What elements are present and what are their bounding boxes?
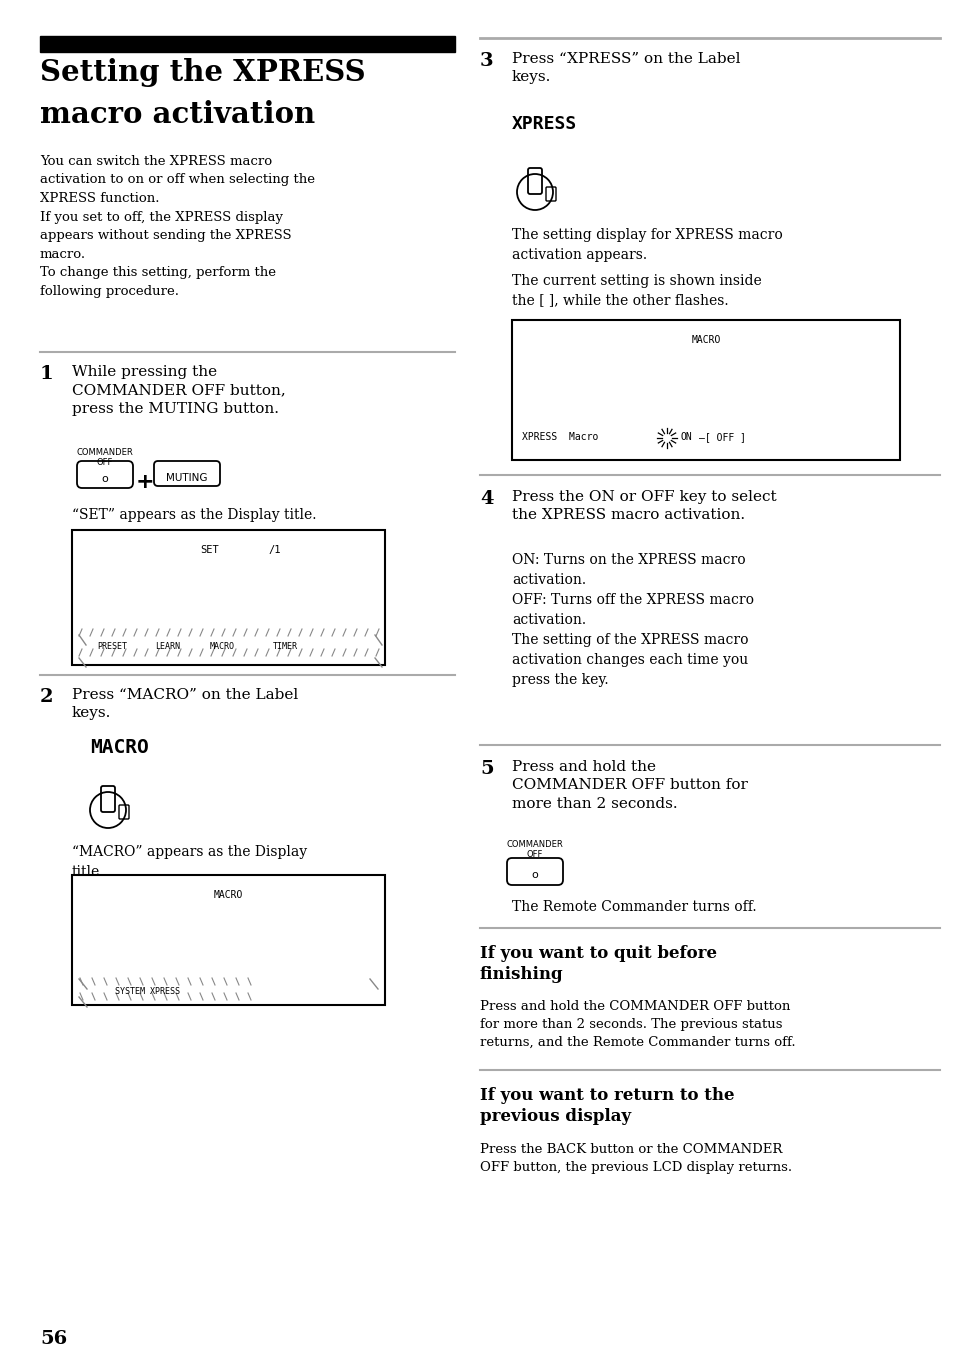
Bar: [40, 37, 455, 52]
Text: Press the BACK button or the COMMANDER
OFF button, the previous LCD display retu: Press the BACK button or the COMMANDER O…: [479, 1143, 791, 1174]
Text: –[ OFF ]: –[ OFF ]: [699, 432, 745, 442]
Text: 56: 56: [40, 1330, 67, 1348]
Text: o: o: [531, 870, 537, 879]
Text: Press and hold the
COMMANDER OFF button for
more than 2 seconds.: Press and hold the COMMANDER OFF button …: [512, 760, 747, 810]
Text: MACRO: MACRO: [691, 335, 720, 345]
Text: OFF: OFF: [96, 459, 113, 467]
Text: MACRO: MACRO: [90, 738, 149, 757]
Text: You can switch the XPRESS macro
activation to on or off when selecting the
XPRES: You can switch the XPRESS macro activati…: [40, 155, 314, 297]
Text: ON: Turns on the XPRESS macro
activation.
OFF: Turns off the XPRESS macro
activa: ON: Turns on the XPRESS macro activation…: [512, 554, 753, 687]
Text: 2: 2: [40, 688, 53, 706]
Text: MACRO: MACRO: [210, 642, 234, 651]
Text: “MACRO” appears as the Display
title.: “MACRO” appears as the Display title.: [71, 845, 307, 878]
Text: COMMANDER: COMMANDER: [76, 448, 133, 457]
Text: Press the ON or OFF key to select
the XPRESS macro activation.: Press the ON or OFF key to select the XP…: [512, 490, 776, 522]
Text: The current setting is shown inside
the [ ], while the other flashes.: The current setting is shown inside the …: [512, 274, 760, 308]
Text: MUTING: MUTING: [166, 474, 208, 483]
Text: While pressing the
COMMANDER OFF button,
press the MUTING button.: While pressing the COMMANDER OFF button,…: [71, 365, 286, 415]
Text: The setting display for XPRESS macro
activation appears.: The setting display for XPRESS macro act…: [512, 228, 781, 262]
Text: SET: SET: [200, 546, 219, 555]
Text: 4: 4: [479, 490, 493, 508]
Text: PRESET: PRESET: [97, 642, 127, 651]
Text: XPRESS  Macro: XPRESS Macro: [521, 432, 598, 442]
Text: +: +: [135, 472, 154, 493]
Text: /1: /1: [269, 546, 281, 555]
Text: “SET” appears as the Display title.: “SET” appears as the Display title.: [71, 508, 316, 522]
Text: Press and hold the COMMANDER OFF button
for more than 2 seconds. The previous st: Press and hold the COMMANDER OFF button …: [479, 1000, 795, 1049]
Text: macro activation: macro activation: [40, 100, 314, 129]
Text: MACRO: MACRO: [213, 890, 243, 900]
Text: COMMANDER: COMMANDER: [506, 840, 563, 849]
Text: TIMER: TIMER: [273, 642, 297, 651]
Text: OFF: OFF: [526, 849, 542, 859]
Text: XPRESS: XPRESS: [512, 115, 577, 133]
FancyBboxPatch shape: [71, 531, 385, 665]
Text: SYSTEM XPRESS: SYSTEM XPRESS: [115, 987, 180, 996]
FancyBboxPatch shape: [512, 320, 899, 460]
Text: o: o: [102, 474, 109, 484]
Text: 1: 1: [40, 365, 53, 383]
Text: If you want to return to the
previous display: If you want to return to the previous di…: [479, 1087, 734, 1125]
Text: 5: 5: [479, 760, 493, 778]
FancyBboxPatch shape: [71, 875, 385, 1006]
Text: Press “XPRESS” on the Label
keys.: Press “XPRESS” on the Label keys.: [512, 52, 740, 84]
Text: The Remote Commander turns off.: The Remote Commander turns off.: [512, 900, 756, 915]
Text: 3: 3: [479, 52, 493, 71]
Text: Setting the XPRESS: Setting the XPRESS: [40, 58, 365, 87]
Text: If you want to quit before
finishing: If you want to quit before finishing: [479, 944, 717, 982]
Text: ON: ON: [680, 432, 692, 442]
Text: Press “MACRO” on the Label
keys.: Press “MACRO” on the Label keys.: [71, 688, 298, 721]
Text: LEARN: LEARN: [155, 642, 180, 651]
